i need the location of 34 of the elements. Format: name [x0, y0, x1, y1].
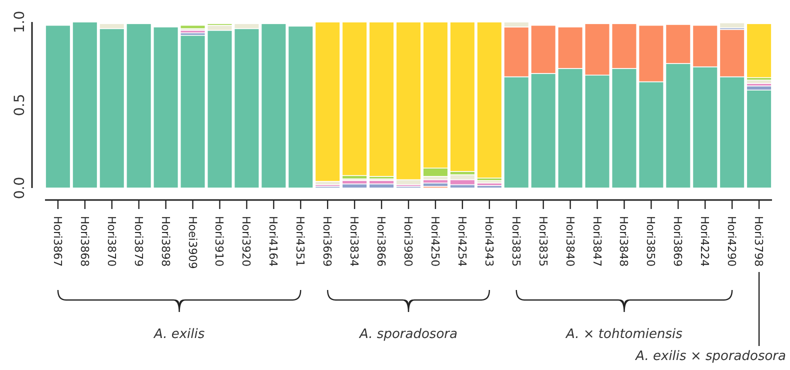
y-tick-label: 1.0	[12, 10, 28, 34]
x-tick-label: Hori4224	[698, 216, 712, 267]
x-tick-label: Hori4351	[294, 216, 307, 267]
x-tick-label: Hoei3909	[186, 216, 199, 269]
text: A. exilis	[152, 327, 205, 342]
text: A. sporadosora	[358, 327, 458, 342]
x-tick-label: Hori3669	[320, 216, 334, 267]
x-tick-label: Hori3840	[563, 216, 576, 267]
x-tick-label: Hori3898	[158, 216, 172, 267]
x-tick-label: Hori3835	[509, 216, 522, 267]
x-tick-label: Hori3980	[402, 216, 414, 267]
y-tick-label: 0.0	[12, 176, 28, 200]
x-tick-label: Hori3870	[104, 216, 118, 267]
x-tick-label: Hori4290	[725, 216, 738, 267]
x-tick-label: Hori3910	[212, 216, 226, 267]
x-tick-label: Hori3835	[536, 216, 550, 267]
x-tick-label: Hori3834	[348, 216, 361, 267]
x-tick-label: Hori3848	[617, 216, 630, 267]
x-tick-label: Hori3850	[644, 216, 658, 267]
text: A. × tohtomiensis	[565, 327, 683, 342]
x-tick-label: Hori3920	[240, 216, 253, 267]
x-tick-label: Hori3879	[132, 216, 145, 267]
x-tick-label: Hori3866	[374, 216, 388, 267]
x-tick-label: Hori3868	[78, 216, 91, 267]
x-tick-label: Hori4164	[266, 216, 280, 267]
x-tick-label: Hori3869	[671, 216, 684, 267]
x-tick-label: Hori3847	[590, 216, 604, 267]
y-tick-label: 0.5	[12, 94, 28, 116]
x-tick-label: Hori3867	[50, 216, 64, 267]
x-tick-label: Hori4254	[455, 216, 468, 267]
text: A. exilis × sporadosora	[634, 349, 786, 364]
x-tick-label: Hori3798	[752, 216, 766, 267]
x-tick-label: Hori4343	[482, 216, 496, 267]
x-tick-label: Hori4250	[428, 216, 442, 267]
